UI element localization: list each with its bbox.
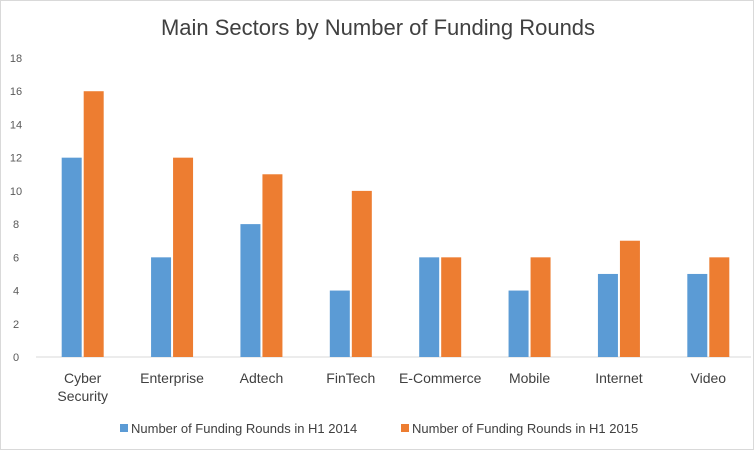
bar-h1-2015	[619, 240, 640, 357]
bar-h1-2015	[173, 157, 194, 357]
x-category-label: Video	[691, 370, 727, 386]
legend-label: Number of Funding Rounds in H1 2014	[131, 421, 357, 436]
bar-h1-2015	[709, 257, 730, 357]
y-tick-label: 16	[10, 86, 22, 98]
y-tick-label: 6	[13, 252, 19, 264]
bar-h1-2014	[687, 273, 708, 357]
y-tick-label: 14	[10, 119, 22, 131]
bar-h1-2014	[419, 257, 440, 357]
y-tick-label: 10	[10, 186, 22, 198]
y-tick-label: 8	[13, 219, 19, 231]
bar-h1-2014	[597, 273, 618, 357]
legend: Number of Funding Rounds in H1 2014 Numbe…	[120, 421, 638, 436]
x-category-label: Cyber	[64, 370, 102, 386]
x-category-label: Internet	[595, 370, 643, 386]
y-tick-label: 12	[10, 153, 22, 165]
y-tick-label: 18	[10, 53, 22, 65]
bar-h1-2014	[508, 290, 529, 357]
bar-h1-2014	[61, 157, 82, 357]
legend-swatch	[120, 424, 128, 432]
bar-h1-2015	[83, 91, 104, 357]
x-axis-categories: Cyber Security Enterprise Adtech FinTech E-Co…	[57, 370, 726, 404]
bar-h1-2015	[262, 174, 283, 357]
y-tick-label: 2	[13, 319, 19, 331]
legend-label: Number of Funding Rounds in H1 2015	[412, 421, 638, 436]
x-category-label: FinTech	[326, 370, 375, 386]
x-category-label: Mobile	[509, 370, 550, 386]
bar-h1-2014	[151, 257, 172, 357]
x-category-label: Adtech	[240, 370, 284, 386]
bar-h1-2014	[240, 224, 261, 357]
chart-title: Main Sectors by Number of Funding Rounds	[161, 15, 595, 40]
bar-h1-2015	[441, 257, 462, 357]
legend-swatch	[401, 424, 409, 432]
y-tick-label: 4	[13, 286, 19, 298]
y-tick-label: 0	[13, 352, 19, 364]
bar-h1-2015	[530, 257, 551, 357]
bars-group	[61, 91, 730, 357]
bar-h1-2015	[351, 190, 372, 357]
y-axis-ticks: 0 2 4 6 8 10 12 14 16 18	[10, 53, 22, 364]
x-category-label: E-Commerce	[399, 370, 482, 386]
x-category-label: Enterprise	[140, 370, 204, 386]
bar-h1-2014	[329, 290, 350, 357]
x-category-label: Security	[57, 388, 108, 404]
